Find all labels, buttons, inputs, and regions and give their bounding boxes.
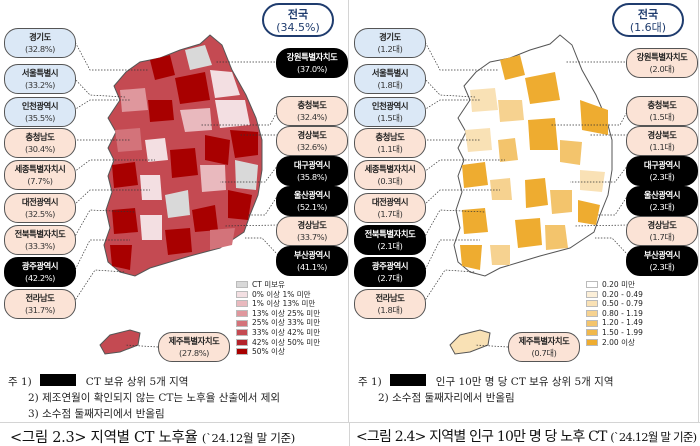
national-label: 전국 xyxy=(287,8,309,21)
region-label-chungbuk: 충청북도 (32.4%) xyxy=(276,96,348,126)
region-label-busan: 부산광역시 (41.1%) xyxy=(276,246,348,276)
region-label-daegu: 대구광역시 (35.8%) xyxy=(276,156,348,186)
figure-notes: 주 1) 인구 10만 명 당 CT 보유 상위 5개 지역 2) 소수점 둘째자… xyxy=(358,374,613,406)
legend-item: 25% 이상 33% 미만 xyxy=(236,318,320,328)
legend-item: 0% 이상 1% 미만 xyxy=(236,290,320,300)
region-label-ulsan: 울산광역시 (52.1%) xyxy=(276,186,348,216)
national-summary-badge: 전국 (34.5%) xyxy=(262,3,334,37)
region-label-gyeongbuk: 경상북도 (32.6%) xyxy=(276,126,348,156)
figure-2-3-panel: 전국 (34.5%) 경기도 (32.8%) 서울특별시 (33.2%) 인천광역시… xyxy=(0,0,349,422)
legend-item: 1.50 - 1.99 xyxy=(586,328,643,338)
region-label-chungbuk: 충청북도 (1.5대) xyxy=(626,96,698,126)
region-label-daegu: 대구광역시 (2.3대) xyxy=(626,156,698,186)
region-label-chungnam: 충청남도 (30.4%) xyxy=(4,128,76,158)
korea-choropleth-map-ct-aging-rate xyxy=(73,34,279,355)
region-label-gyeonggi: 경기도 (1.2대) xyxy=(354,28,426,58)
legend-item: 33% 이상 42% 미만 xyxy=(236,328,320,338)
legend-item: 1% 이상 13% 미만 xyxy=(236,299,320,309)
legend-item: 0.20 - 0.49 xyxy=(586,290,643,300)
region-label-gyeongbuk: 경상북도 (1.1대) xyxy=(626,126,698,156)
legend-item: 42% 이상 50% 미만 xyxy=(236,338,320,348)
region-label-gwangju: 광주광역시 (2.7대) xyxy=(354,257,426,287)
figure-2-4-caption: <그림 2.4> 지역별 인구 10만 명 당 노후 CT (`24.12월 말… xyxy=(356,429,697,445)
legend-item: 0.50 - 0.79 xyxy=(586,299,643,309)
region-label-jeonnam: 전라남도 (31.7%) xyxy=(4,289,76,319)
region-label-seoul: 서울특별시 (33.2%) xyxy=(4,64,76,94)
region-label-incheon: 인천광역시 (35.5%) xyxy=(4,97,76,127)
region-label-gangwon: 강원특별자치도 (2.0대) xyxy=(626,48,698,78)
national-summary-badge: 전국 (1.6대) xyxy=(612,3,684,37)
legend-item: CT 미보유 xyxy=(236,280,320,290)
region-label-gyeongnam: 경상남도 (1.7대) xyxy=(626,216,698,246)
note-3: 3) 소수점 둘째자리에서 반올림 xyxy=(28,408,165,420)
figure-2-4-panel: 전국 (1.6대) 경기도 (1.2대) 서울특별시 (1.8대) 인천광역시 (1.… xyxy=(350,0,699,422)
region-label-gyeonggi: 경기도 (32.8%) xyxy=(4,28,76,58)
legend-aged-ct-per-100k: 0.20 미만 0.20 - 0.49 0.50 - 0.79 0.80 - 1… xyxy=(586,280,643,347)
region-label-gyeongnam: 경상남도 (33.7%) xyxy=(276,216,348,246)
region-label-daejeon: 대전광역시 (32.5%) xyxy=(4,193,76,223)
black-box-legend-swatch xyxy=(39,374,76,386)
black-box-legend-swatch xyxy=(389,374,426,386)
region-label-daejeon: 대전광역시 (1.7대) xyxy=(354,193,426,223)
legend-item: 50% 이상 xyxy=(236,347,320,357)
region-label-jeonbuk: 전북특별자치도 (2.1대) xyxy=(354,225,426,255)
note-1: 주 1) 인구 10만 명 당 CT 보유 상위 5개 지역 xyxy=(358,374,614,388)
region-label-gangwon: 강원특별자치도 (37.0%) xyxy=(276,48,348,78)
region-label-ulsan: 울산광역시 (2.3대) xyxy=(626,186,698,216)
note-2: 2) 제조연월이 확인되지 않는 CT는 노후율 산출에서 제외 xyxy=(28,392,281,404)
national-value: (34.5%) xyxy=(276,21,320,34)
region-label-incheon: 인천광역시 (1.5대) xyxy=(354,97,426,127)
note-1: 주 1) CT 보유 상위 5개 지역 xyxy=(8,374,189,388)
caption-row: <그림 2.3> 지역별 CT 노후율 (`24.12월 말 기준) <그림 2… xyxy=(0,422,700,446)
note-2: 2) 소수점 둘째자리에서 반올림 xyxy=(378,392,515,404)
region-label-sejong: 세종특별자치시 (7.7%) xyxy=(4,160,76,190)
legend-ct-aging-rate: CT 미보유 0% 이상 1% 미만 1% 이상 13% 미만 13% 이상 2… xyxy=(236,280,320,357)
region-label-chungnam: 충청남도 (1.1대) xyxy=(354,128,426,158)
legend-item: 13% 이상 25% 미만 xyxy=(236,309,320,319)
region-label-seoul: 서울특별시 (1.8대) xyxy=(354,64,426,94)
national-value: (1.6대) xyxy=(629,21,667,34)
region-label-sejong: 세종특별자치시 (0.3대) xyxy=(354,160,426,190)
national-label: 전국 xyxy=(637,8,659,21)
korea-choropleth-map-aged-ct-per-100k xyxy=(423,34,629,355)
caption-divider xyxy=(349,423,350,446)
region-label-busan: 부산광역시 (2.3대) xyxy=(626,246,698,276)
legend-item: 0.80 - 1.19 xyxy=(586,309,643,319)
region-label-jeonbuk: 전북특별자치도 (33.3%) xyxy=(4,225,76,255)
region-label-jeju: 제주특별자치도 (27.8%) xyxy=(158,332,230,362)
region-label-jeonnam: 전라남도 (1.8대) xyxy=(354,289,426,319)
legend-item: 2.00 이상 xyxy=(586,338,643,348)
legend-item: 0.20 미만 xyxy=(586,280,643,290)
legend-item: 1.20 - 1.49 xyxy=(586,318,643,328)
figure-2-3-caption: <그림 2.3> 지역별 CT 노후율 (`24.12월 말 기준) xyxy=(10,430,295,446)
figure-notes: 주 1) CT 보유 상위 5개 지역 2) 제조연월이 확인되지 않는 CT는 … xyxy=(8,374,280,422)
region-label-gwangju: 광주광역시 (42.2%) xyxy=(4,257,76,287)
region-label-jeju: 제주특별자치도 (0.7대) xyxy=(508,332,580,362)
